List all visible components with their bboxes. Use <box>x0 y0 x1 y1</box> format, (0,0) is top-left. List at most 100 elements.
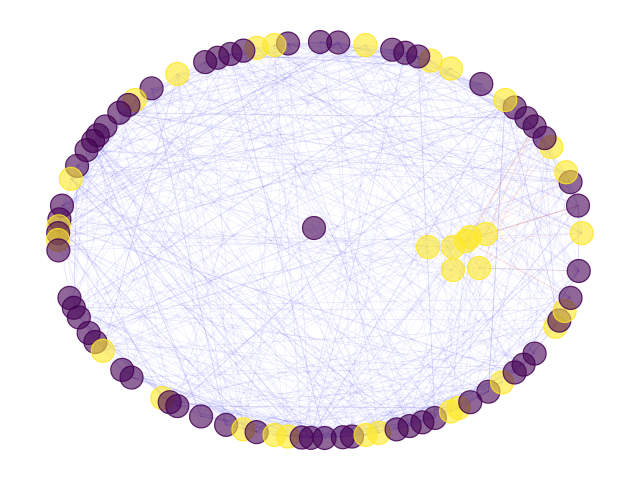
graph-edge <box>204 61 380 434</box>
graph-edge <box>151 87 257 433</box>
graph-edge <box>61 205 489 393</box>
graph-edge <box>287 297 571 437</box>
graph-edge <box>287 43 471 403</box>
graph-edge <box>274 44 303 438</box>
graph-edge <box>256 181 571 433</box>
graph-edge <box>118 112 571 183</box>
graph-edge <box>337 42 535 354</box>
graph-edge <box>97 134 227 426</box>
graph-edge <box>102 205 579 352</box>
graph-edge <box>88 43 289 334</box>
graph-edge <box>92 140 312 439</box>
graph-edge <box>105 83 482 127</box>
graph-edge <box>365 44 460 409</box>
graph-edge <box>243 391 489 430</box>
graph-edge <box>86 149 380 434</box>
graph-edge <box>102 73 178 352</box>
graph-edge <box>58 44 275 251</box>
graph-edge <box>243 50 583 234</box>
graph-edge <box>73 68 452 309</box>
graph-edge <box>256 47 571 299</box>
graph-edge <box>176 73 397 430</box>
graph-edge <box>76 99 506 167</box>
graph-edge <box>97 134 571 183</box>
graph-edge <box>97 68 452 136</box>
graph-edge <box>102 53 231 352</box>
graph-edge <box>151 87 344 438</box>
graph-edge <box>256 146 552 433</box>
graph-edge <box>92 140 410 427</box>
graph-edge <box>365 44 471 238</box>
graph-edge <box>69 297 516 373</box>
graph-node-yellow <box>493 87 518 113</box>
graph-node-yellow <box>415 234 441 260</box>
graph-edge <box>118 112 487 235</box>
graph-edge <box>450 68 516 373</box>
graph-edge <box>92 126 535 142</box>
graph-edge <box>70 126 535 180</box>
graph-edge <box>243 43 289 430</box>
graph-edge <box>287 43 516 108</box>
graph-edge <box>73 307 565 312</box>
graph-edge <box>230 53 380 434</box>
graph-edge <box>176 405 460 409</box>
graph-edge <box>76 42 339 167</box>
graph-edge <box>351 49 393 437</box>
graph-edge <box>97 134 454 271</box>
graph-edge <box>57 232 467 242</box>
graph-edge <box>70 178 303 438</box>
graph-edge <box>88 236 471 334</box>
graph-edge <box>501 146 552 383</box>
graph-edge <box>337 42 580 272</box>
graph-edge <box>97 134 312 439</box>
graph-edge <box>230 53 436 419</box>
graph-edge <box>465 126 535 242</box>
graph-node-purple <box>566 258 591 284</box>
graph-edge <box>69 232 583 299</box>
graph-edge <box>337 42 516 373</box>
graph-edge <box>417 56 460 409</box>
graph-edge <box>243 50 580 272</box>
graph-edge <box>131 364 524 378</box>
graph-edge <box>102 181 571 352</box>
graph-edge <box>105 126 524 365</box>
graph-edge <box>351 320 560 437</box>
graph-edge <box>337 42 353 437</box>
graph-edge <box>97 134 524 365</box>
graph-edge <box>95 341 516 373</box>
graph-edge <box>274 270 580 436</box>
graph-edge <box>465 126 535 242</box>
graph-edge <box>118 112 244 430</box>
graph-edge <box>404 52 580 272</box>
graph-edge <box>95 227 315 343</box>
graph-edge <box>465 240 571 299</box>
graph-edge <box>97 134 487 235</box>
graph-edge <box>243 50 410 427</box>
graph-edge <box>434 99 506 419</box>
graph-node-purple <box>188 404 214 429</box>
graph-edge <box>58 225 516 373</box>
graph-edge <box>128 56 419 106</box>
graph-edge <box>57 232 397 430</box>
graph-edge <box>86 149 452 412</box>
graph-edge <box>118 112 380 434</box>
graph-edge <box>131 73 178 378</box>
graph-node-yellow <box>440 257 466 283</box>
graph-node-purple <box>380 37 405 62</box>
graph-edge <box>287 43 410 427</box>
graph-edge <box>204 61 380 434</box>
graph-edge <box>78 171 567 318</box>
graph-edge <box>310 137 545 439</box>
graph-edge <box>88 332 303 438</box>
graph-edge <box>396 60 432 430</box>
graph-edge <box>176 73 227 426</box>
graph-edge <box>469 107 516 238</box>
graph-edge <box>485 146 552 235</box>
graph-edge <box>514 146 552 373</box>
graph-edge <box>151 87 227 426</box>
graph-edge <box>86 149 571 183</box>
graph-edge <box>58 225 244 430</box>
graph-edge <box>131 377 452 412</box>
graph-edge <box>176 73 516 108</box>
graph-edge <box>544 137 571 299</box>
